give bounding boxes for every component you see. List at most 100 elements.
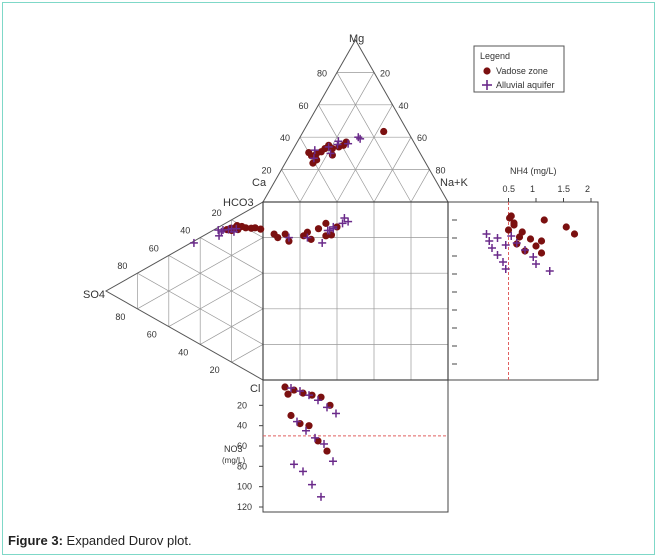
cation-point-alluvial <box>334 137 343 146</box>
cation-triangle-grid-line <box>299 72 375 203</box>
nh4-tick-label: 0.5 <box>503 184 516 194</box>
reference-lines <box>263 202 509 437</box>
no3-point-alluvial <box>296 387 304 396</box>
nh4-tick-label: 2 <box>585 184 590 194</box>
nh4-point-alluvial <box>521 246 529 254</box>
cation-point-vadose <box>380 127 388 136</box>
cation-triangle-grid-line <box>336 104 393 203</box>
cation-point-vadose <box>309 159 317 167</box>
no3-tick-label: 120 <box>237 502 252 512</box>
no3-point-alluvial <box>329 457 337 466</box>
cation-left-tick-label: 80 <box>317 68 327 78</box>
cation-left-tick-label: 40 <box>280 133 290 143</box>
cation-right-tick-label: 40 <box>399 101 409 111</box>
tick-labels: 0.5 1 1.5 2 20 40 60 80 100 120 20 40 60 80 20 40 60 80 80… <box>115 68 592 512</box>
square-point-vadose <box>314 225 323 233</box>
anion-point-vadose <box>231 223 240 231</box>
anion-triangle-grid-line <box>168 255 264 310</box>
no3-point-alluvial <box>290 460 298 469</box>
anion-bottom-tick-label: 40 <box>178 347 188 357</box>
square-point-alluvial <box>284 233 293 242</box>
figure-caption-label: Figure 3: <box>8 533 63 548</box>
no3-point-alluvial <box>317 492 325 501</box>
square-point-alluvial <box>338 219 347 228</box>
square-point-alluvial <box>318 238 327 247</box>
square-point-vadose <box>322 219 330 227</box>
no3-point-alluvial <box>305 391 313 400</box>
anion-triangle-grid-line <box>231 344 264 363</box>
cation-triangle-outline <box>262 38 449 203</box>
nh4-point-alluvial <box>488 244 496 252</box>
square-point-vadose <box>281 230 289 238</box>
square-point-vadose <box>303 228 311 236</box>
legend: Legend Vadose zone Alluvial aquifer <box>473 45 565 93</box>
anion-point-alluvial <box>215 231 224 240</box>
cation-right-tick-label: 60 <box>417 133 427 143</box>
figure-caption: Figure 3: Expanded Durov plot. <box>8 533 192 548</box>
nh4-point-alluvial <box>529 253 538 261</box>
nh4-point-alluvial <box>501 265 510 273</box>
no3-point-vadose <box>287 411 295 420</box>
no3-point-alluvial <box>308 480 316 489</box>
legend-label-vadose: Vadose zone <box>496 66 548 76</box>
nh4-point-vadose <box>506 214 514 222</box>
nh4-point-vadose <box>540 216 548 224</box>
nh4-tick-label: 1.5 <box>558 184 571 194</box>
cation-point-alluvial <box>310 146 319 155</box>
no3-point-vadose <box>314 437 322 445</box>
square-point-alluvial <box>329 222 338 231</box>
nh4-point-alluvial <box>501 241 510 249</box>
no3-point-vadose <box>305 422 313 430</box>
no3-point-alluvial <box>332 409 340 418</box>
cation-triangle-grid-line <box>318 104 375 203</box>
no3-point-alluvial <box>314 396 322 405</box>
apex-label-nak: Na+K <box>440 177 468 189</box>
legend-label-alluvial: Alluvial aquifer <box>496 80 555 90</box>
anion-point-alluvial <box>218 226 227 235</box>
no3-axis-label: NO3 <box>224 444 243 454</box>
nh4-point-alluvial <box>493 251 502 259</box>
anion-top-tick-label: 60 <box>149 243 159 253</box>
cation-triangle-grid-line <box>281 169 301 203</box>
anion-triangle-grid-line <box>137 237 264 310</box>
no3-point-vadose <box>323 447 331 455</box>
cation-triangle-grid-line <box>410 169 430 203</box>
square-point-alluvial <box>340 214 349 223</box>
nh4-point-vadose <box>526 235 535 243</box>
cation-right-tick-label: 80 <box>436 166 446 176</box>
nh4-point-alluvial <box>545 267 554 275</box>
nh4-point-vadose <box>537 249 546 257</box>
legend-marker-alluvial <box>482 80 492 90</box>
apex-label-so4: SO4 <box>83 289 105 301</box>
nh4-point-vadose <box>518 228 526 236</box>
nh4-point-alluvial <box>493 234 502 242</box>
figure-caption-text: Expanded Durov plot. <box>66 533 192 548</box>
no3-tick-label: 20 <box>237 400 247 410</box>
square-point-vadose <box>274 234 282 242</box>
no3-tick-label: 60 <box>237 441 247 451</box>
no3-point-alluvial <box>323 403 331 412</box>
cation-point-alluvial <box>344 139 353 148</box>
nh4-tick-label: 1 <box>530 184 535 194</box>
no3-point-alluvial <box>302 426 310 435</box>
nh4-point-alluvial <box>482 230 491 238</box>
apex-label-mg: Mg <box>349 33 364 45</box>
no3-tick-label: 40 <box>237 421 247 431</box>
anion-point-vadose <box>242 224 250 232</box>
apex-label-ca: Ca <box>252 177 267 189</box>
legend-title: Legend <box>480 51 510 61</box>
no3-point-vadose <box>284 390 292 398</box>
anion-point-alluvial <box>232 224 241 233</box>
anion-point-vadose <box>251 224 259 232</box>
anion-bottom-tick-label: 80 <box>115 312 125 322</box>
legend-marker-vadose <box>483 67 491 75</box>
no3-point-alluvial <box>320 439 328 448</box>
nh4-point-vadose <box>510 221 518 229</box>
anion-point-vadose <box>257 225 265 233</box>
apex-label-cl: Cl <box>250 383 260 395</box>
anion-top-tick-label: 40 <box>180 226 190 236</box>
central-square-outline <box>262 201 449 381</box>
nh4-point-alluvial <box>507 232 516 240</box>
